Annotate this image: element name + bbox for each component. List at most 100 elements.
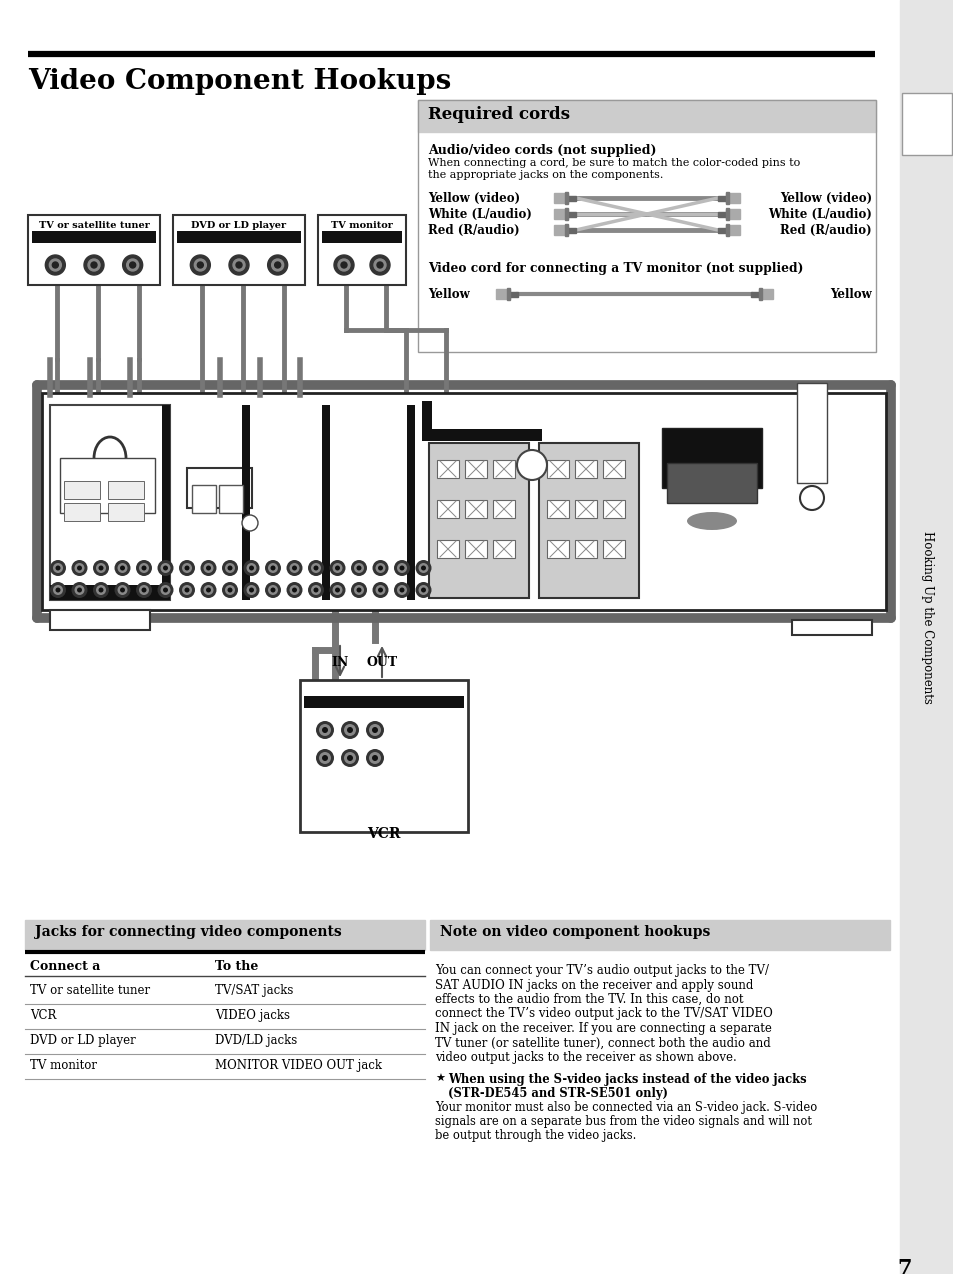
Bar xyxy=(759,288,761,299)
Circle shape xyxy=(517,450,546,480)
Bar xyxy=(546,460,568,478)
Circle shape xyxy=(74,563,85,573)
Circle shape xyxy=(265,561,281,576)
Circle shape xyxy=(71,561,88,576)
Bar xyxy=(436,540,458,558)
Circle shape xyxy=(311,585,320,595)
Circle shape xyxy=(334,255,354,275)
Circle shape xyxy=(369,724,380,736)
Circle shape xyxy=(399,587,404,592)
Circle shape xyxy=(74,585,85,595)
Text: Red (R/audio): Red (R/audio) xyxy=(428,223,519,237)
Circle shape xyxy=(366,721,384,739)
Circle shape xyxy=(289,563,299,573)
Text: TV or satellite tuner: TV or satellite tuner xyxy=(30,984,150,998)
Bar xyxy=(32,231,156,243)
Text: Yellow (video): Yellow (video) xyxy=(779,191,871,205)
Bar xyxy=(304,696,463,708)
Circle shape xyxy=(182,563,192,573)
Circle shape xyxy=(163,566,168,571)
Bar xyxy=(187,468,252,508)
Bar xyxy=(64,482,100,499)
Circle shape xyxy=(96,585,106,595)
Bar xyxy=(242,405,250,600)
Circle shape xyxy=(141,566,147,571)
Circle shape xyxy=(141,587,147,592)
Text: (STR-DE545 and STR-SE501 only): (STR-DE545 and STR-SE501 only) xyxy=(448,1087,667,1099)
Text: the appropriate jacks on the components.: the appropriate jacks on the components. xyxy=(428,169,662,180)
Text: Connect a: Connect a xyxy=(30,961,100,973)
Text: MONITOR VIDEO OUT jack: MONITOR VIDEO OUT jack xyxy=(214,1059,381,1071)
Bar xyxy=(901,93,951,155)
Circle shape xyxy=(333,585,342,595)
Circle shape xyxy=(369,752,380,764)
Circle shape xyxy=(92,582,109,598)
Text: connect the TV’s video output jack to the TV/SAT VIDEO: connect the TV’s video output jack to th… xyxy=(435,1008,772,1020)
Circle shape xyxy=(337,259,350,271)
Circle shape xyxy=(420,587,426,592)
Circle shape xyxy=(372,727,377,733)
Circle shape xyxy=(420,566,426,571)
Circle shape xyxy=(271,566,275,571)
Circle shape xyxy=(265,582,281,598)
Circle shape xyxy=(50,561,66,576)
Circle shape xyxy=(98,587,103,592)
Bar xyxy=(429,443,529,598)
Circle shape xyxy=(292,566,296,571)
Text: OUT: OUT xyxy=(366,656,397,669)
Circle shape xyxy=(50,259,61,271)
Circle shape xyxy=(139,563,149,573)
Bar xyxy=(493,540,515,558)
Circle shape xyxy=(286,561,302,576)
Bar xyxy=(661,428,761,488)
Circle shape xyxy=(203,585,213,595)
Bar xyxy=(567,228,576,232)
Text: To the: To the xyxy=(214,961,258,973)
Circle shape xyxy=(340,262,347,268)
Circle shape xyxy=(376,262,382,268)
Circle shape xyxy=(246,563,256,573)
Text: When connecting a cord, be sure to match the color-coded pins to: When connecting a cord, be sure to match… xyxy=(428,158,800,168)
Bar xyxy=(725,209,740,219)
Bar xyxy=(299,680,468,832)
Bar xyxy=(602,499,624,519)
Bar xyxy=(28,215,160,285)
Circle shape xyxy=(53,585,63,595)
Circle shape xyxy=(191,255,210,275)
Circle shape xyxy=(243,561,259,576)
Circle shape xyxy=(157,561,173,576)
Circle shape xyxy=(318,724,331,736)
Bar xyxy=(192,485,215,513)
Bar xyxy=(407,405,415,600)
Circle shape xyxy=(249,587,253,592)
Text: You can connect your TV’s audio output jacks to the TV/: You can connect your TV’s audio output j… xyxy=(435,964,768,977)
Text: signals are on a separate bus from the video signals and will not: signals are on a separate bus from the v… xyxy=(435,1115,811,1127)
Text: VIDEO jacks: VIDEO jacks xyxy=(214,1009,290,1022)
Bar xyxy=(322,405,330,600)
Circle shape xyxy=(206,587,211,592)
Bar xyxy=(108,482,144,499)
Bar xyxy=(219,485,243,513)
Circle shape xyxy=(206,566,211,571)
Bar xyxy=(108,503,144,521)
Circle shape xyxy=(335,587,339,592)
Bar xyxy=(464,499,486,519)
Circle shape xyxy=(333,563,342,573)
Circle shape xyxy=(182,585,192,595)
Circle shape xyxy=(418,563,428,573)
Text: Red (R/audio): Red (R/audio) xyxy=(780,223,871,237)
Text: Your monitor must also be connected via an S-video jack. S-video: Your monitor must also be connected via … xyxy=(435,1102,817,1115)
Bar xyxy=(510,292,517,297)
Bar xyxy=(322,231,401,243)
Bar xyxy=(60,457,154,513)
Circle shape xyxy=(375,563,385,573)
Circle shape xyxy=(268,585,277,595)
Circle shape xyxy=(347,727,353,733)
Text: Note on video component hookups: Note on video component hookups xyxy=(439,925,710,939)
Circle shape xyxy=(394,561,410,576)
Bar xyxy=(718,195,725,200)
Bar xyxy=(493,460,515,478)
Bar xyxy=(796,383,826,483)
Bar xyxy=(162,405,170,600)
Circle shape xyxy=(179,582,194,598)
